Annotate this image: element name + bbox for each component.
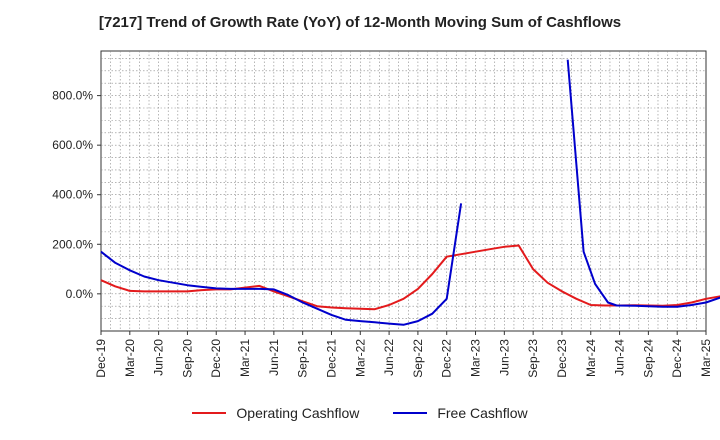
x-tick-label: Sep-23 bbox=[526, 339, 540, 378]
x-tick-label: Sep-20 bbox=[180, 339, 194, 378]
x-tick-label: Jun-23 bbox=[497, 339, 511, 376]
x-tick-label: Jun-21 bbox=[267, 339, 281, 376]
x-tick-label: Jun-20 bbox=[152, 339, 166, 376]
x-tick-label: Sep-21 bbox=[296, 339, 310, 378]
x-tick-label: Mar-24 bbox=[584, 339, 598, 377]
x-tick-label: Sep-24 bbox=[641, 339, 655, 378]
x-tick-label: Mar-25 bbox=[699, 339, 713, 377]
x-tick-label: Dec-23 bbox=[555, 339, 569, 378]
x-tick-label: Sep-22 bbox=[411, 339, 425, 378]
legend-label-operating: Operating Cashflow bbox=[236, 405, 360, 421]
x-tick-label: Dec-20 bbox=[209, 339, 223, 378]
x-tick-label: Mar-20 bbox=[123, 339, 137, 377]
legend: Operating Cashflow Free Cashflow bbox=[0, 405, 720, 421]
legend-swatch-free bbox=[393, 412, 428, 414]
x-tick-label: Mar-23 bbox=[469, 339, 483, 377]
chart-title: [7217] Trend of Growth Rate (YoY) of 12-… bbox=[98, 14, 622, 31]
plot-area bbox=[100, 50, 707, 332]
x-tick-label: Dec-21 bbox=[324, 339, 338, 378]
x-tick-label: Jun-24 bbox=[613, 339, 627, 376]
x-tick-label: Mar-22 bbox=[353, 339, 367, 377]
x-tick-label: Jun-22 bbox=[382, 339, 396, 376]
legend-item-operating: Operating Cashflow bbox=[192, 405, 359, 421]
y-tick-label: 600.0% bbox=[52, 138, 93, 152]
free-cashflow-line bbox=[100, 203, 463, 326]
y-tick-label: 800.0% bbox=[52, 89, 93, 103]
x-tick-label: Dec-22 bbox=[440, 339, 454, 378]
x-tick-label: Dec-24 bbox=[670, 339, 684, 378]
y-tick-label: 200.0% bbox=[52, 237, 93, 251]
y-tick-label: 0.0% bbox=[66, 287, 94, 301]
x-tick-label: Dec-19 bbox=[94, 339, 108, 378]
y-tick-label: 400.0% bbox=[52, 188, 93, 202]
axis-layer: 0.0% 200.0% 400.0% 600.0% 800.0% Dec-19 Mar-20… bbox=[52, 89, 713, 378]
series-layer bbox=[100, 59, 720, 326]
legend-label-free: Free Cashflow bbox=[437, 405, 528, 421]
free-cashflow-line-segment-2 bbox=[566, 59, 720, 308]
x-tick-label: Mar-21 bbox=[238, 339, 252, 377]
legend-swatch-operating bbox=[192, 412, 227, 414]
grid-layer bbox=[101, 51, 706, 331]
legend-item-free: Free Cashflow bbox=[393, 405, 528, 421]
